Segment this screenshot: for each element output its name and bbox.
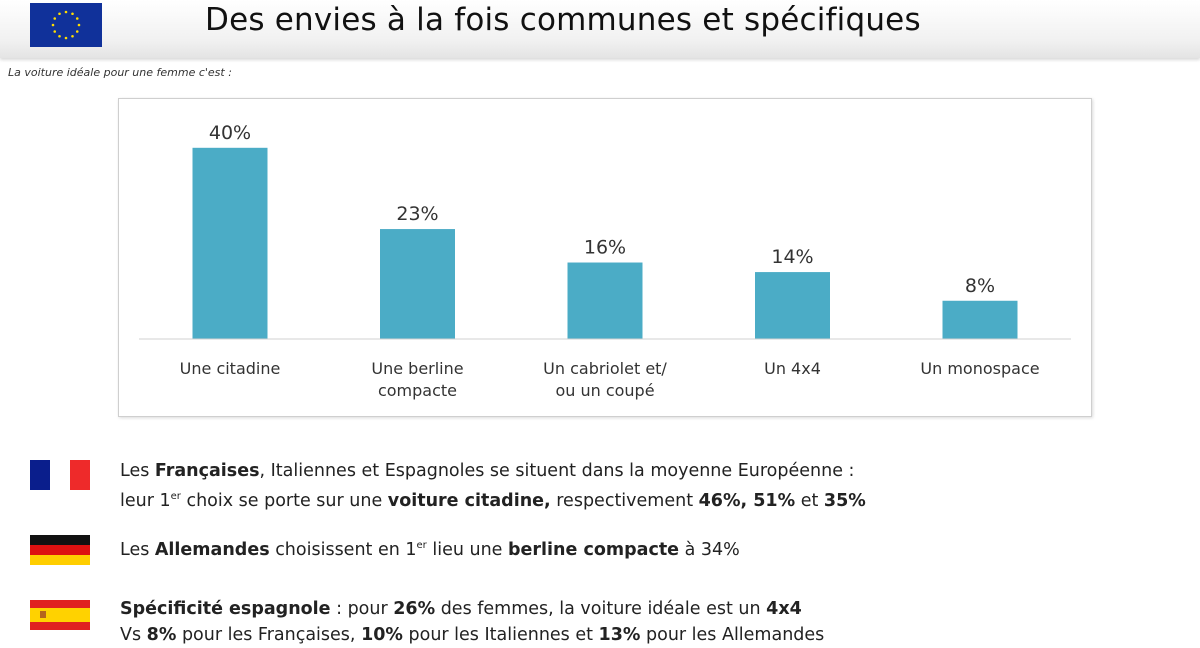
text: Les [120,461,155,481]
eu-star-icon [51,23,55,27]
eu-star-icon [75,17,79,20]
note-line: Les Françaises, Italiennes et Espagnoles… [120,458,866,484]
eu-star-icon [53,17,57,20]
bold-text: 35% [823,490,866,511]
eu-star-icon [58,12,61,16]
text: pour les Italiennes et [402,625,599,645]
note-germany: Les Allemandes choisissent en 1er lieu u… [120,533,740,563]
spain-flag-icon [30,600,90,634]
category-label: compacte [378,381,457,400]
text: et [795,490,824,511]
text: lieu une [426,539,509,560]
note-line: Vs 8% pour les Françaises, 10% pour les … [120,622,824,648]
text: pour les Allemandes [640,625,825,645]
slide-header: Des envies à la fois communes et spécifi… [0,0,1200,58]
data-label: 40% [209,122,251,144]
germany-flag-icon [30,535,90,569]
slide-title: Des envies à la fois communes et spécifi… [205,2,921,38]
eu-star-icon [71,12,74,16]
category-label: Une berline [371,359,463,378]
eu-star-icon [71,34,74,38]
bold-text: 10% [361,625,403,645]
bold-text: voiture citadine, [387,490,551,511]
data-label: 23% [396,203,438,225]
bold-text: 26% [393,599,436,619]
bold-text: 13% [598,625,641,645]
bar-chart: 40% Une citadine 23% Une berline compacte 16%… [118,98,1092,417]
bold-text: 46%, 51% [698,490,796,511]
note-france: Les Françaises, Italiennes et Espagnoles… [120,458,866,514]
bar [192,147,268,339]
text: er [416,540,427,551]
category-label: Un monospace [920,359,1039,378]
eu-star-icon [58,34,61,38]
bar [755,272,830,339]
text: , Italiennes et Espagnoles se situent da… [259,461,855,481]
eu-star-icon [64,10,68,14]
data-label: 16% [584,237,626,259]
eu-star-icon [64,36,68,40]
bold-text: Françaises [154,461,260,481]
text: : pour [330,599,394,619]
bar [942,300,1018,339]
bold-text: berline compacte [508,539,680,560]
text: pour les Françaises, [176,625,362,645]
note-line: Spécificité espagnole : pour 26% des fem… [120,596,824,622]
category-label: ou un coupé [555,381,654,400]
eu-flag-icon [30,3,102,47]
bold-text: Allemandes [154,539,270,560]
text: er [170,491,181,502]
text: leur 1 [120,490,171,511]
chart-subtitle: La voiture idéale pour une femme c'est : [8,66,232,79]
bar-chart-svg: 40% Une citadine 23% Une berline compacte 16%… [139,122,1071,400]
bold-text: Spécificité espagnole [120,599,331,619]
eu-star-icon [53,30,57,33]
text: respectivement [550,490,699,511]
note-line: leur 1er choix se porte sur une voiture … [120,484,866,514]
text: des femmes, la voiture idéale est un [435,599,767,619]
bar [567,262,643,339]
eu-star-icon [75,30,79,33]
text: à 34% [679,539,740,560]
data-label: 8% [965,275,995,297]
text: Vs [120,625,147,645]
note-spain: Spécificité espagnole : pour 26% des fem… [120,596,824,648]
category-label: Un 4x4 [764,359,821,378]
bar [380,229,455,339]
france-flag-icon [30,460,90,494]
eu-star-icon [77,23,81,27]
bold-text: 8% [146,625,177,645]
category-label: Une citadine [180,359,281,378]
category-label: Un cabriolet et/ [543,359,667,378]
data-label: 14% [771,246,813,268]
note-line: Les Allemandes choisissent en 1er lieu u… [120,533,740,563]
text: choisissent en 1 [269,539,417,560]
text: choix se porte sur une [180,490,388,511]
text: Les [120,539,155,560]
bold-text: 4x4 [766,599,802,619]
